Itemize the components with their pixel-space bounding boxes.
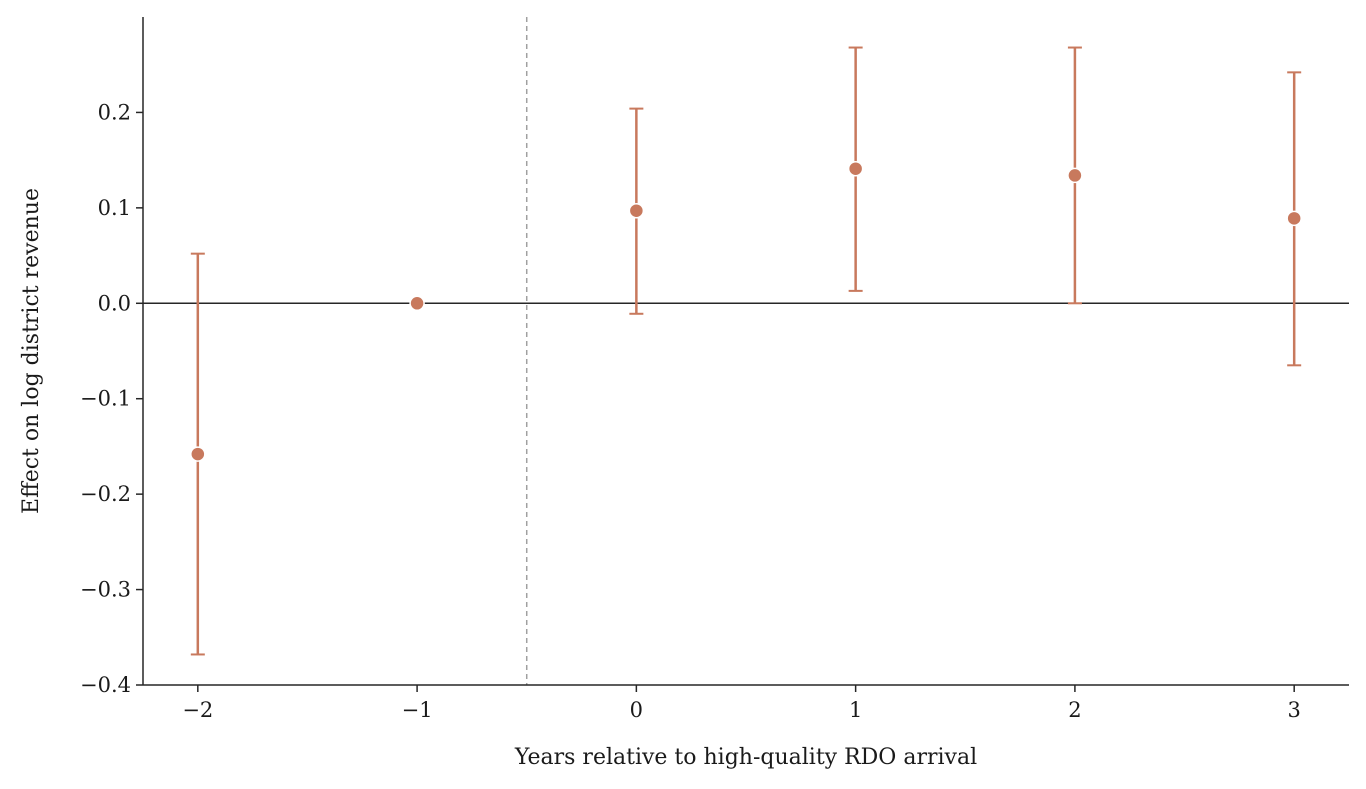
x-tick-label: 3 bbox=[1287, 698, 1300, 722]
y-tick-label: −0.1 bbox=[80, 387, 131, 411]
data-point bbox=[1067, 167, 1083, 184]
y-axis-label: Effect on log district revenue bbox=[19, 188, 44, 514]
data-point bbox=[409, 295, 425, 312]
y-tick-label: 0.2 bbox=[98, 100, 131, 124]
reference-lines bbox=[143, 17, 1349, 685]
data-point bbox=[190, 446, 206, 462]
x-tick-label: −2 bbox=[182, 698, 213, 722]
y-tick-label: −0.2 bbox=[80, 482, 131, 506]
x-tick-label: 1 bbox=[849, 698, 862, 722]
y-ticks: −0.4 −0.3 −0.2 −0.1 0.0 0.1 0.2 bbox=[80, 100, 143, 697]
x-tick-label: −1 bbox=[402, 698, 433, 722]
y-tick-label: −0.3 bbox=[80, 578, 131, 602]
axes bbox=[142, 17, 1349, 686]
data-point bbox=[847, 160, 864, 177]
y-tick-label: 0.0 bbox=[98, 291, 131, 315]
data-point bbox=[628, 202, 645, 219]
y-tick-label: 0.1 bbox=[98, 196, 131, 220]
data-point bbox=[1286, 210, 1302, 227]
x-tick-label: 0 bbox=[630, 698, 643, 722]
error-bars bbox=[190, 46, 1302, 656]
y-tick-label: −0.4 bbox=[80, 673, 131, 697]
x-ticks: −2 −1 0 1 2 3 bbox=[182, 685, 1301, 722]
x-axis-label: Years relative to high-quality RDO arriv… bbox=[514, 745, 977, 770]
data-points bbox=[190, 160, 1302, 462]
x-tick-label: 2 bbox=[1068, 698, 1081, 722]
